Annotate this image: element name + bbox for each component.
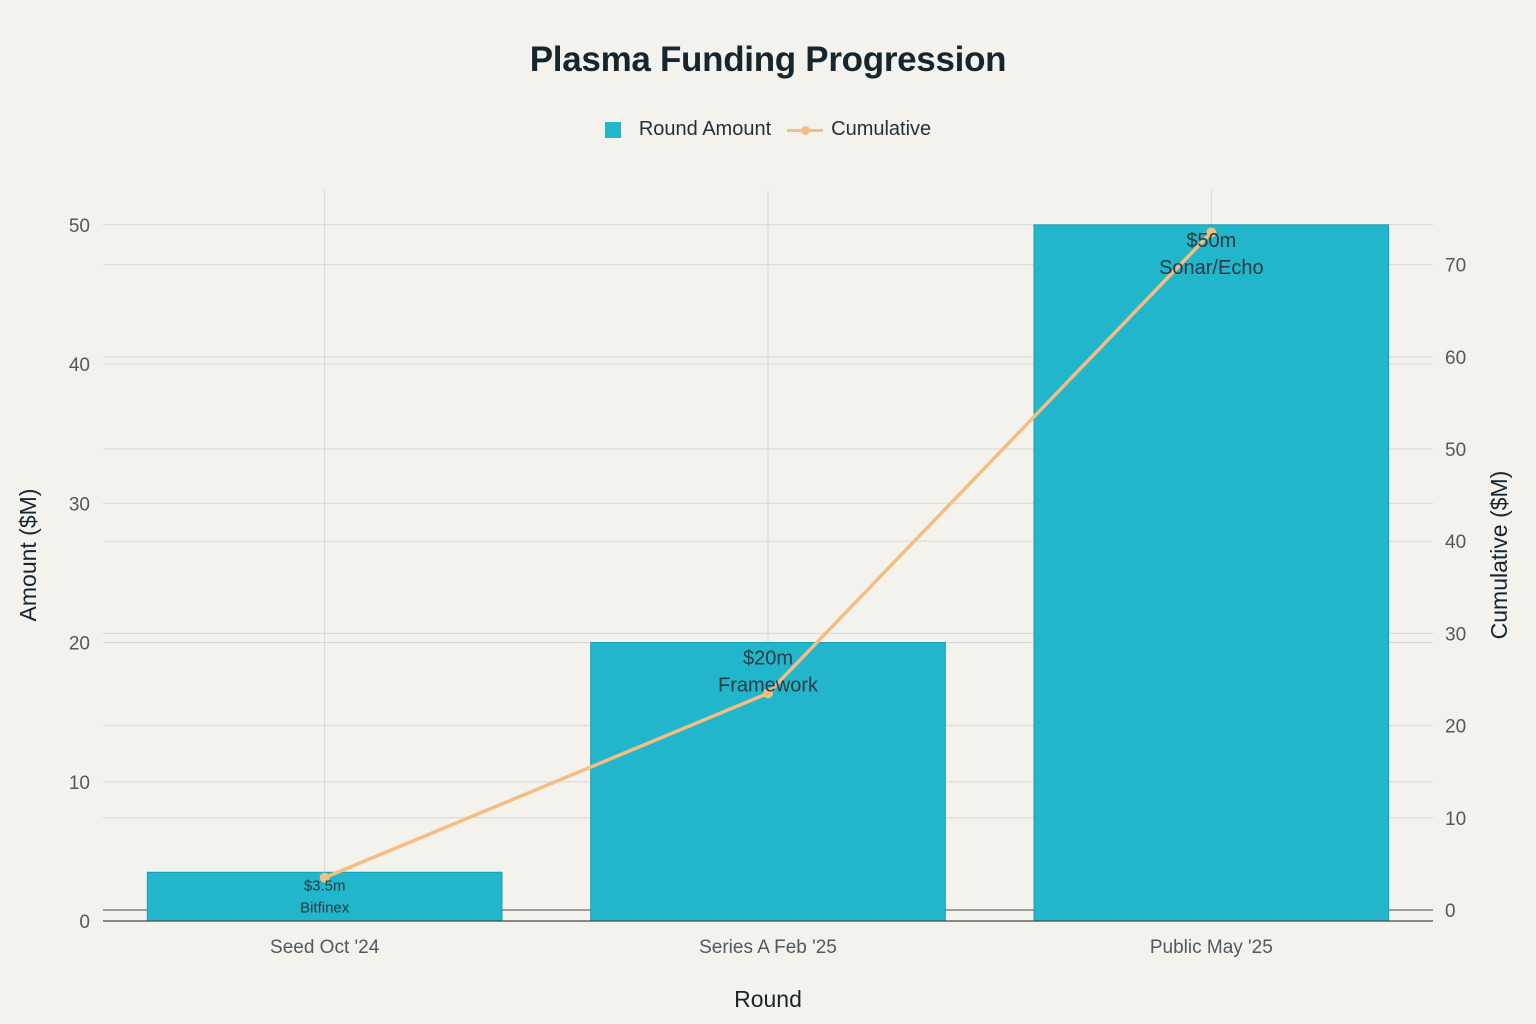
bar-round-amount [1033,224,1390,922]
bar-label-amount: $3.5m [304,877,346,894]
x-axis-title: Round [734,986,802,1012]
y2-tick-label: 30 [1445,624,1466,645]
y-tick-label: 0 [79,912,90,933]
legend-label-round-amount: Round Amount [638,118,772,140]
y-tick-label: 40 [69,355,90,376]
legend-line-swatch [787,124,824,136]
bar-label-investor: Framework [718,675,819,697]
label-layer: $3.5m Bitfinex $20m Framework $50m Sonar/Echo [300,230,1264,916]
y2-tick-label: 10 [1445,809,1466,830]
legend-item-round-amount[interactable]: Round Amount [604,118,772,141]
y2-tick-label: 50 [1445,440,1466,461]
legend-item-cumulative[interactable]: Cumulative [787,118,931,141]
point-cumulative [763,688,773,699]
axis-layer: 0 10 20 30 40 50 0 10 20 30 40 50 60 70 Seed Oct '24 Se… [69,216,1466,958]
x-tick-label: Public May '25 [1150,937,1273,958]
line-layer [319,227,1217,883]
bar-label-amount: $20m [743,648,793,670]
y2-tick-label: 0 [1445,901,1456,922]
chart-legend: Round Amount Cumulative [0,118,1536,141]
y2-tick-label: 40 [1445,532,1466,553]
bar-label-amount: $50m [1186,230,1236,252]
y2-axis-title: Cumulative ($M) [1486,471,1512,640]
point-cumulative [1206,227,1217,238]
bar-label-investor: Bitfinex [300,899,350,916]
y-tick-label: 50 [69,216,90,237]
chart-title: Plasma Funding Progression [529,40,1007,79]
point-cumulative [319,872,330,883]
y-tick-label: 10 [69,773,90,794]
y-tick-label: 20 [69,634,90,655]
legend-label-cumulative: Cumulative [831,118,932,140]
y2-tick-label: 20 [1445,717,1466,738]
y-tick-label: 30 [69,494,90,515]
y2-tick-label: 60 [1445,348,1466,369]
x-tick-label: Series A Feb '25 [699,937,837,958]
y2-tick-label: 70 [1445,256,1466,277]
legend-bar-swatch [604,121,621,138]
y-axis-title: Amount ($M) [15,489,41,622]
x-tick-label: Seed Oct '24 [270,937,380,958]
bar-label-investor: Sonar/Echo [1159,257,1264,279]
